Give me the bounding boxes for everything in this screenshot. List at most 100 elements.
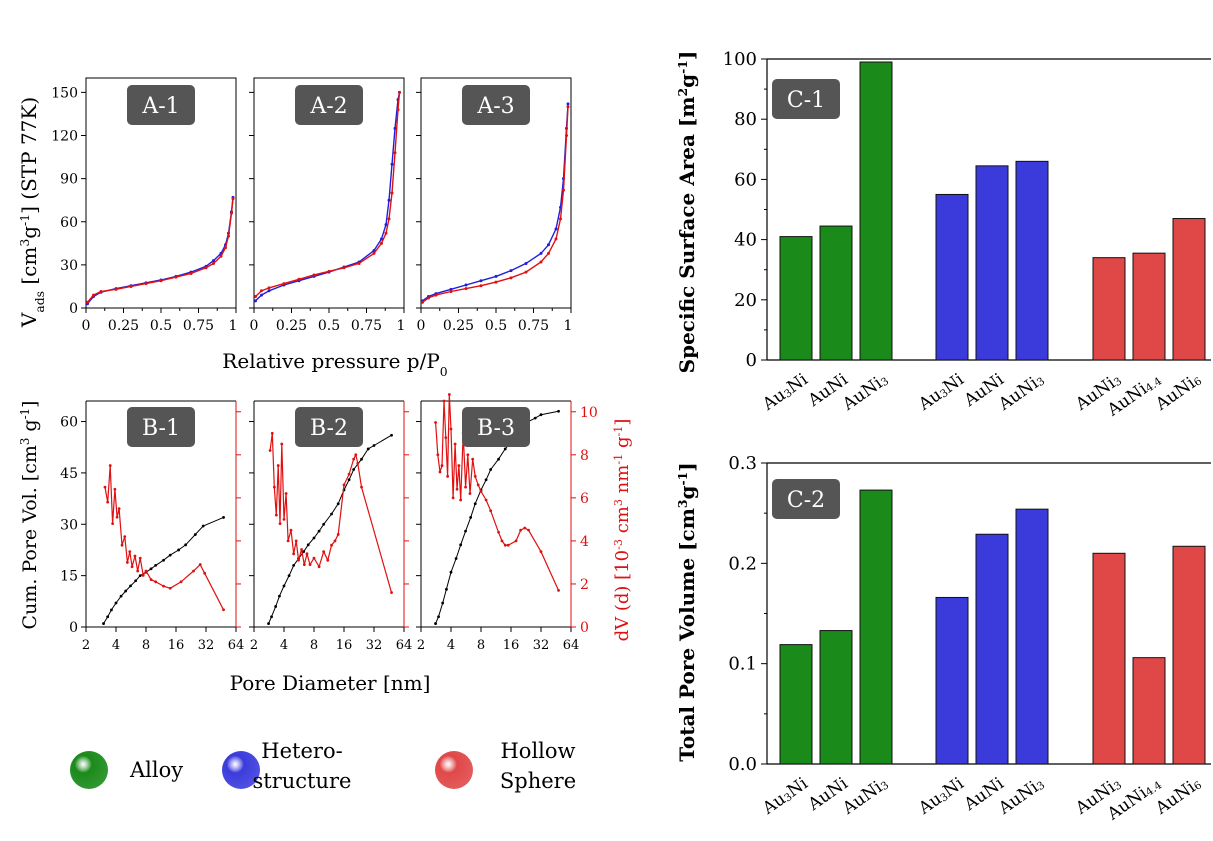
desorption-line (422, 106, 569, 303)
adsorption-line (422, 103, 569, 302)
cumulative-volume-point (441, 601, 445, 605)
x-tick-label: 0.5 (318, 318, 340, 334)
bar-Au3Ni (935, 193, 969, 361)
pore-distribution-point (434, 421, 437, 424)
label-fragment: dV (d) [10 (612, 550, 633, 641)
panel-A-2: 0 0.25 0.5 0.75 1 A-2 (249, 77, 405, 334)
pore-distribution-point (108, 464, 112, 467)
y-axis-label-B: Cum. Pore Vol. [cm3 g-1] (18, 401, 41, 630)
bar-AuNi3 (859, 61, 893, 361)
pore-distribution-point (280, 442, 284, 446)
pore-distribution-point (347, 472, 351, 476)
cumulative-volume-point (336, 502, 340, 506)
y-tick-label: 40 (734, 230, 757, 251)
desorption-point (99, 289, 103, 293)
x-tick-label: 16 (503, 638, 520, 653)
desorption-point (372, 251, 376, 255)
x-tick-label: 32 (198, 638, 215, 653)
pore-distribution-point (436, 453, 440, 457)
x-tick-label: 0 (417, 318, 426, 334)
pore-distribution-point (453, 442, 457, 446)
adsorption-point (387, 198, 391, 202)
x-tick-label: 32 (366, 638, 383, 653)
legend-label: Hollow (500, 739, 575, 763)
pore-distribution-point (103, 485, 107, 489)
cumulative-volume-point (193, 533, 197, 536)
pore-distribution-point (106, 500, 110, 504)
label-fragment: -3 (612, 539, 625, 550)
label-fragment: 3 (675, 500, 690, 509)
y-tick-label: 0.2 (728, 553, 757, 574)
label-fragment: ads (32, 291, 47, 313)
pore-distribution-point (457, 464, 461, 467)
y-right-tick-label: 0 (580, 620, 589, 636)
label-fragment: g (675, 486, 699, 500)
pore-distribution-point (308, 563, 312, 566)
x-tick-label: 8 (310, 638, 318, 653)
y-tick-label: 30 (60, 517, 78, 533)
x-tick-label: 0.25 (108, 318, 139, 334)
panel-label: C-2 (787, 488, 825, 513)
desorption-point (449, 289, 453, 293)
x-tick-label: 64 (563, 638, 580, 653)
desorption-point (129, 284, 133, 288)
category-label: AuNi6 (1151, 369, 1205, 415)
pore-distribution-point (519, 528, 523, 532)
label-fragment: [cm (17, 247, 41, 291)
pore-distribution-point (312, 556, 316, 560)
bar-AuNi4.4 (1132, 252, 1166, 361)
desorption-point (282, 282, 286, 286)
y-tick-label: 15 (60, 569, 78, 585)
cumulative-volume-point (312, 536, 316, 540)
y-tick-label: 0.1 (728, 654, 757, 675)
label-fragment: -1 (18, 408, 32, 419)
pore-distribution-point (192, 569, 195, 573)
pore-distribution-point (466, 453, 470, 457)
cumulative-volume-point (464, 529, 467, 533)
pore-distribution-point (270, 431, 274, 435)
bar-AuNi3 (859, 489, 893, 765)
desorption-point (86, 300, 89, 304)
x-tick-label: 4 (112, 638, 120, 653)
label-fragment: 3 (612, 499, 625, 506)
legend-label: structure (253, 769, 352, 793)
desorption-point (204, 266, 208, 270)
cumulative-volume-point (177, 548, 181, 552)
pore-distribution-point (136, 569, 140, 573)
cumulative-volume-point (222, 516, 225, 519)
x-axis-label-A: Relative pressure p/P0 (222, 349, 448, 379)
desorption-point (398, 90, 401, 94)
pore-distribution-point (352, 457, 356, 461)
pore-distribution-point (302, 563, 306, 566)
pore-distribution-point (292, 552, 296, 556)
x-tick-label: 16 (336, 638, 353, 653)
pore-distribution-point (305, 552, 309, 556)
category-label: Au3Ni (914, 773, 968, 819)
x-tick-label: 4 (280, 638, 288, 653)
panel-label: B-1 (142, 416, 180, 441)
pore-distribution-point (330, 543, 333, 547)
x-tick-label: 1 (229, 318, 238, 334)
cumulative-volume-point (162, 558, 165, 562)
desorption-point (434, 293, 438, 297)
desorption-point (547, 251, 550, 255)
desorption-point (312, 273, 316, 277)
cumulative-volume-point (322, 522, 326, 526)
pore-distribution-point (144, 569, 148, 573)
pore-distribution-point (123, 535, 127, 538)
pore-distribution-point (115, 515, 119, 519)
panel-label-box (295, 85, 363, 125)
panel-C-1: 020406080100Au3NiAuNiAuNi3Au3NiAuNiAuNi3… (723, 49, 1211, 421)
pore-distribution-point (442, 399, 446, 403)
pore-distribution-point (154, 580, 158, 584)
bar-AuNi3 (1015, 160, 1049, 361)
adsorption-point (212, 259, 215, 263)
bar-Au3Ni (779, 644, 813, 765)
label-fragment: 3 (18, 438, 32, 446)
panel-A-1: 0 0.25 0.5 0.75 1 0 30 60 90 120 150 A-1 (51, 77, 238, 334)
y-tick-label: 60 (60, 215, 78, 231)
pore-distribution-point (444, 436, 448, 439)
pore-distribution-point (464, 485, 467, 489)
cumulative-volume-point (184, 543, 188, 547)
cumulative-volume-point (445, 587, 448, 591)
